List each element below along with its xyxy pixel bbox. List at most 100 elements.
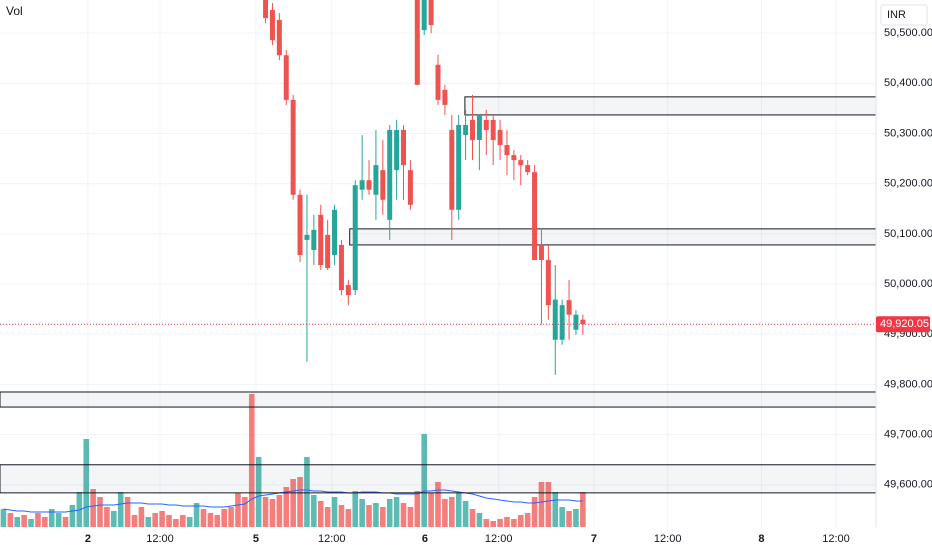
candle-body: [518, 160, 524, 166]
candle-body: [352, 185, 358, 291]
candle-body: [469, 119, 475, 141]
candle-body: [490, 119, 496, 141]
volume-bar: [90, 489, 96, 527]
candle-body: [380, 170, 386, 200]
volume-bar: [455, 493, 462, 527]
volume-bar: [573, 509, 579, 527]
volume-bar: [297, 477, 303, 527]
currency[interactable]: INR: [887, 9, 906, 21]
candle-body: [387, 129, 393, 220]
volume-bar: [131, 515, 138, 527]
volume-bar: [421, 434, 428, 527]
volume-bar: [104, 507, 110, 527]
volume-bar: [290, 479, 296, 527]
volume-bar: [69, 505, 76, 527]
volume-bar: [324, 507, 331, 527]
zone: [0, 391, 876, 408]
candle-body: [573, 314, 579, 330]
candle-body: [269, 10, 275, 41]
volume-bar: [380, 507, 386, 527]
candle-body: [283, 55, 289, 100]
volume-bar: [331, 497, 338, 527]
candle-body: [442, 89, 448, 105]
volume-bar: [483, 519, 490, 527]
volume-bar: [235, 493, 241, 527]
volume-label: Vol: [6, 4, 23, 18]
volume-bar: [97, 497, 103, 527]
candle-body: [345, 285, 351, 296]
volume-ma-line: [3, 489, 583, 513]
x-tick-label: 12:00: [485, 533, 513, 545]
volume-bar: [531, 497, 538, 527]
volume-bar: [0, 509, 7, 527]
volume-bar: [283, 487, 290, 527]
volume-bar: [400, 503, 407, 527]
volume-bar: [255, 457, 262, 527]
currency-box[interactable]: [880, 4, 928, 26]
volume-bar: [269, 499, 276, 527]
volume-bar: [221, 509, 227, 527]
volume-bar: [179, 515, 186, 527]
volume-bar: [566, 511, 572, 527]
candle-body: [318, 214, 324, 266]
candle-body: [407, 170, 413, 205]
volume-bar: [173, 519, 179, 527]
candle-body: [559, 305, 565, 340]
candle-body: [511, 155, 517, 161]
candle-body: [566, 300, 572, 315]
volume-bar: [117, 492, 124, 527]
volume-bar: [83, 439, 90, 527]
volume-bar: [366, 505, 372, 527]
volume-bar: [193, 503, 200, 527]
candle-body: [435, 64, 441, 100]
volume-bar: [338, 505, 345, 527]
grid: [0, 0, 876, 527]
volume-bar: [145, 517, 152, 527]
y-tick-label: 50,100.00: [884, 228, 932, 240]
candle-body: [532, 172, 538, 260]
candle-body: [359, 180, 365, 190]
volume-bar: [152, 513, 158, 527]
x-tick-label: 8: [758, 533, 764, 545]
volume-bar: [352, 491, 359, 527]
x-tick-label: 12:00: [654, 533, 682, 545]
y-tick-label: 50,000.00: [884, 278, 932, 290]
candle-body: [504, 145, 510, 156]
candle-body: [263, 0, 269, 19]
volume-bar: [504, 517, 510, 527]
volume-bar: [462, 501, 469, 527]
volume-bar: [428, 493, 434, 527]
volume-bar: [55, 513, 62, 527]
x-tick-label: 12:00: [318, 533, 346, 545]
candle-body: [414, 0, 420, 85]
y-tick-label: 50,400.00: [884, 77, 932, 89]
candle-body: [476, 114, 482, 141]
candle-body: [497, 129, 503, 146]
candle-body: [538, 244, 544, 260]
volume-bar: [186, 517, 193, 527]
volume-bar: [62, 517, 69, 527]
volume-bar: [207, 513, 214, 527]
candle-body: [552, 299, 558, 340]
candle-body: [525, 165, 531, 173]
volume-bar: [166, 515, 172, 527]
volume-bar: [393, 497, 400, 527]
volume-bar: [559, 507, 565, 527]
volume-bar: [545, 482, 552, 527]
volume-bar: [311, 495, 317, 527]
y-tick-label: 50,500.00: [884, 27, 932, 39]
zone: [0, 464, 876, 494]
volume-bar: [359, 499, 365, 527]
volume-bar: [48, 509, 55, 527]
x-tick-label: 6: [422, 533, 428, 545]
volume-bar: [414, 491, 421, 527]
volume-bar: [373, 503, 379, 527]
volume-bar: [448, 497, 455, 527]
volume-bar: [490, 521, 496, 527]
candle-body: [428, 0, 434, 26]
x-tick-label: 7: [591, 533, 597, 545]
volume-bar: [262, 497, 269, 527]
volume-bar: [476, 513, 483, 527]
volume-bar: [124, 497, 131, 527]
volume-bar: [469, 509, 476, 527]
